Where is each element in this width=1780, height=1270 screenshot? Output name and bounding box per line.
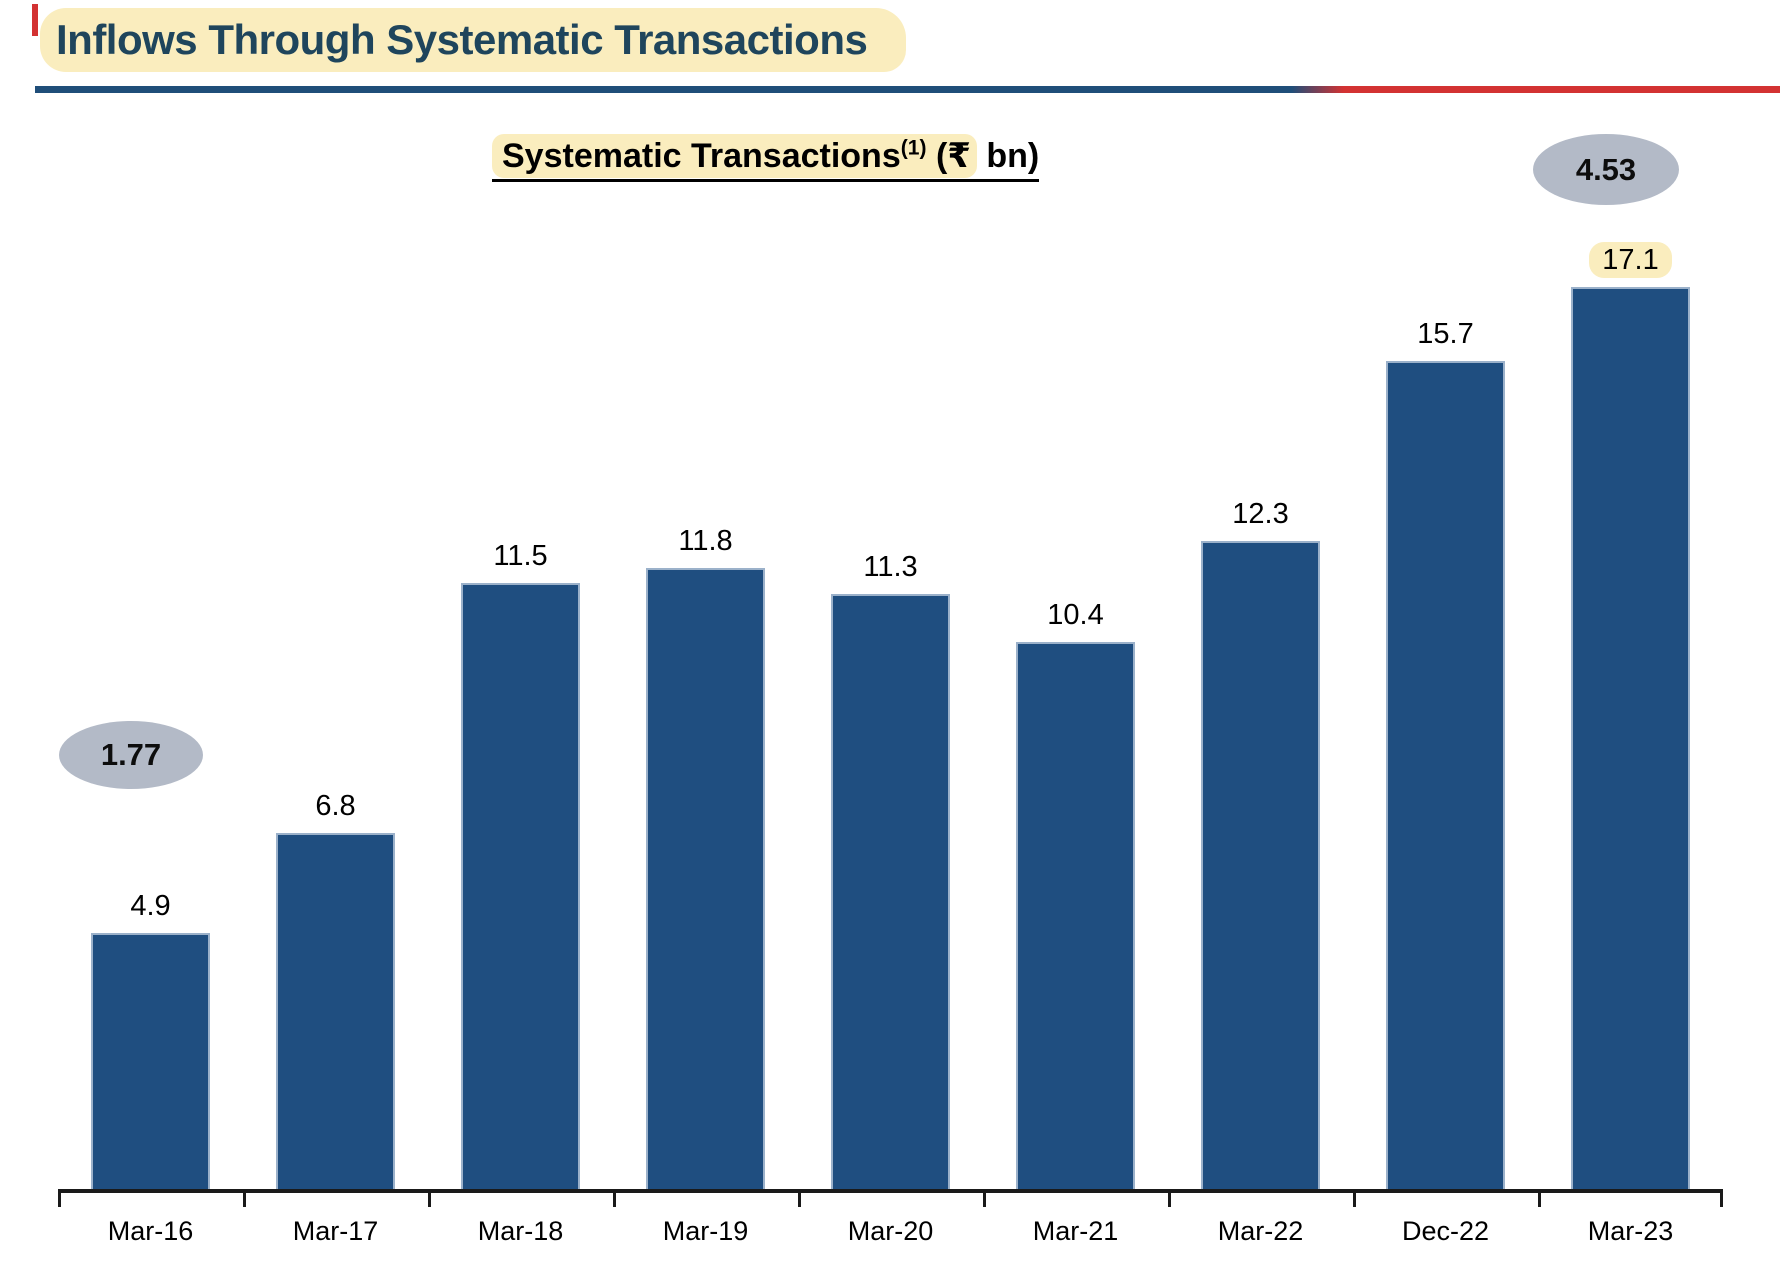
x-axis-label: Mar-17	[292, 1216, 379, 1246]
x-axis-label: Dec-22	[1401, 1216, 1490, 1246]
chart-title-unit: bn)	[976, 137, 1040, 175]
bar-value-label: 10.4	[1047, 599, 1104, 631]
x-axis-label: Mar-16	[107, 1216, 194, 1246]
callout-initial-value: 1.77	[59, 721, 203, 789]
title-highlight	[40, 8, 906, 72]
axis-tick	[1537, 1193, 1541, 1207]
bar-slot: 6.8	[243, 205, 428, 1193]
bar-slot: 11.8	[613, 205, 798, 1193]
bar-slot: 12.3	[1168, 205, 1353, 1193]
chart-title-main: Systematic Transactions	[502, 137, 901, 175]
bar	[1016, 642, 1135, 1193]
x-axis-label: Mar-19	[662, 1216, 749, 1246]
axis-tick	[1167, 1193, 1171, 1207]
bar-value-label: 4.9	[130, 890, 171, 922]
bar-chart: 4.9 6.8 11.5 11.8 11.3 10.4 12.3 15.7 17.1	[58, 205, 1723, 1207]
bar-slot: 11.5	[428, 205, 613, 1193]
chart-title-highlighted-part: Systematic Transactions(1) (₹	[492, 134, 977, 178]
bar	[461, 583, 580, 1193]
bar	[1386, 361, 1505, 1193]
bar	[1201, 541, 1320, 1193]
x-axis-label: Mar-22	[1217, 1216, 1304, 1246]
bar	[91, 933, 210, 1193]
bar-slot: 10.4	[983, 205, 1168, 1193]
callout-final-value: 4.53	[1533, 134, 1679, 205]
bar	[276, 833, 395, 1193]
bar	[831, 594, 950, 1193]
x-axis-label: Mar-20	[847, 1216, 934, 1246]
bar-value-label: 11.3	[863, 551, 918, 583]
axis-tick	[983, 1193, 986, 1207]
bar-value-label: 17.1	[1589, 242, 1672, 278]
bar-value-label: 11.5	[493, 540, 548, 572]
x-axis-label: Mar-18	[477, 1216, 564, 1246]
x-axis-label: Mar-23	[1587, 1216, 1674, 1246]
chart-title: Systematic Transactions(1) (₹ bn)	[492, 134, 1040, 182]
axis-tick	[612, 1193, 616, 1207]
axis-tick	[427, 1193, 431, 1207]
chart-title-currency: (₹	[935, 137, 971, 175]
axis-tick	[1720, 1193, 1723, 1207]
bar-value-label: 12.3	[1232, 498, 1289, 530]
chart-title-footnote-marker: (1)	[900, 136, 927, 160]
x-axis-line	[58, 1189, 1723, 1193]
bar-value-label: 11.8	[678, 525, 733, 557]
page-title: Inflows Through Systematic Transactions	[56, 16, 868, 63]
axis-tick	[1353, 1193, 1356, 1207]
x-axis-label: Mar-21	[1032, 1216, 1119, 1246]
highlighted-value-label: 17.1	[1589, 242, 1672, 278]
header-divider	[35, 86, 1780, 93]
bar-slot: 4.9	[58, 205, 243, 1193]
axis-tick	[242, 1193, 246, 1207]
bar-slot: 11.3	[798, 205, 983, 1193]
red-accent-mark	[32, 4, 38, 36]
bar-slot: 17.1	[1538, 205, 1723, 1193]
bar-value-label: 15.7	[1417, 318, 1474, 350]
axis-tick	[797, 1193, 801, 1207]
bar	[1571, 287, 1690, 1193]
bar-slot: 15.7	[1353, 205, 1538, 1193]
axis-tick	[58, 1193, 61, 1207]
x-axis-labels: Mar-16 Mar-17 Mar-18 Mar-19 Mar-20 Mar-21 Mar-…	[58, 1216, 1723, 1247]
bar-value-label: 6.8	[315, 790, 356, 822]
bar	[646, 568, 765, 1193]
